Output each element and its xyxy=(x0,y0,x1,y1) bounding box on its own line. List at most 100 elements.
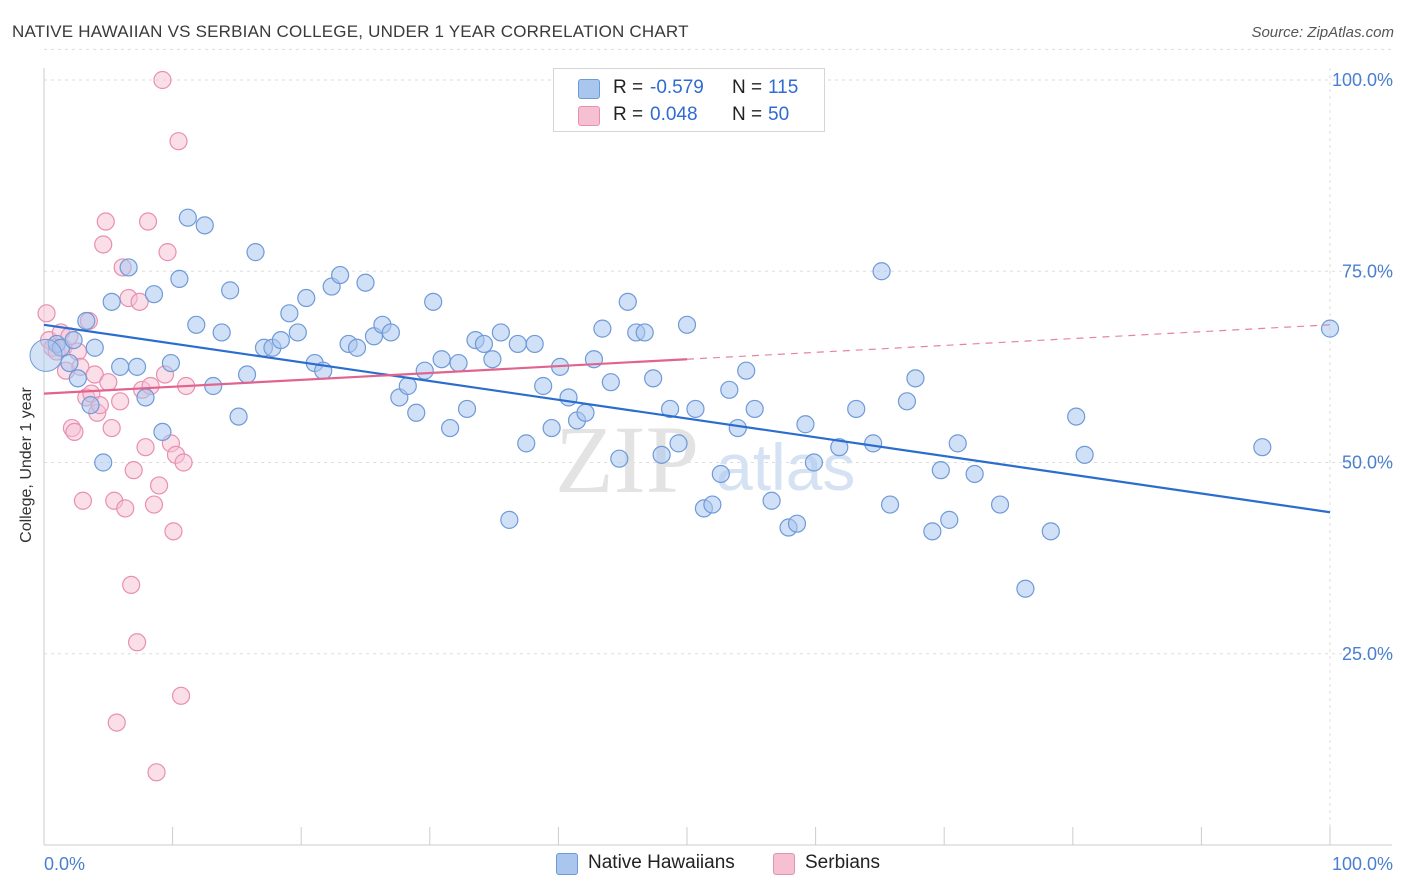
native-hawaiian-point xyxy=(144,285,164,304)
native-hawaiian-point xyxy=(711,464,730,484)
serbian-point xyxy=(107,713,126,732)
serbians-trend-line-extension xyxy=(686,324,1331,360)
native-hawaiian-point xyxy=(660,399,680,419)
native-hawaiian-point xyxy=(381,323,400,342)
serbian-point xyxy=(153,70,172,90)
native-hawaiian-point xyxy=(297,288,316,308)
serbian-point xyxy=(111,392,130,411)
serbian-point xyxy=(136,438,155,457)
native-hawaiian-point xyxy=(483,350,502,369)
native-hawaiian-point xyxy=(187,315,206,334)
native-hawaiian-point xyxy=(576,403,595,422)
legend-n-label: N = xyxy=(732,104,763,125)
native-hawaiian-point xyxy=(948,434,967,453)
native-hawaiian-point xyxy=(940,510,959,529)
native-hawaiian-point xyxy=(474,334,494,354)
native-hawaiian-point xyxy=(1041,522,1060,541)
native-hawaiian-point xyxy=(246,243,265,262)
bottom-legend-label: Native Hawaiians xyxy=(588,852,735,873)
legend-r-value: -0.579 xyxy=(650,77,704,98)
serbian-point xyxy=(65,422,84,441)
y-tick-label: 100.0% xyxy=(1332,70,1393,90)
native-hawaiian-point xyxy=(644,369,663,388)
native-hawaiian-point xyxy=(897,392,917,411)
native-hawaiian-point xyxy=(965,464,984,484)
native-hawaiian-point xyxy=(593,319,612,338)
serbian-point xyxy=(158,243,177,262)
native-hawaiian-point xyxy=(635,323,654,342)
native-hawaiian-point xyxy=(1253,438,1272,457)
native-hawaiian-point xyxy=(271,331,290,350)
native-hawaiian-point xyxy=(669,434,688,453)
native-hawaiian-point xyxy=(618,292,637,311)
legend-r-label: R = xyxy=(613,77,644,98)
native-hawaiian-point xyxy=(356,273,375,292)
native-hawaiian-point xyxy=(136,388,155,407)
native-hawaiian-point xyxy=(64,331,83,350)
native-hawaiian-point xyxy=(347,338,367,357)
native-hawaiians-trend-line xyxy=(43,323,1331,514)
y-tick-label: 50.0% xyxy=(1342,453,1393,473)
serbian-point xyxy=(138,212,158,231)
native-hawaiian-point xyxy=(441,418,460,438)
native-hawaiian-point xyxy=(153,422,172,441)
source-label: Source: ZipAtlas.com xyxy=(1251,24,1394,41)
native-hawaiian-point xyxy=(559,388,578,407)
native-hawaiian-point xyxy=(178,208,197,227)
serbians-trend-line xyxy=(43,358,688,395)
serbian-point xyxy=(116,499,135,518)
chart-title: NATIVE HAWAIIAN VS SERBIAN COLLEGE, UNDE… xyxy=(12,22,689,41)
serbians-points xyxy=(37,70,196,782)
native-hawaiian-point xyxy=(407,403,426,422)
native-hawaiian-point xyxy=(737,361,756,380)
native-hawaiian-point xyxy=(787,514,807,533)
axes xyxy=(43,68,1392,846)
serbian-point xyxy=(99,373,118,392)
native-hawaiian-point xyxy=(111,357,130,376)
native-hawaiian-point xyxy=(525,334,544,354)
serbian-point xyxy=(149,476,169,495)
serbian-point xyxy=(171,686,191,705)
serbian-point xyxy=(130,292,149,311)
y-tick-label: 25.0% xyxy=(1342,644,1393,664)
native-hawaiian-point xyxy=(1075,445,1094,464)
serbian-point xyxy=(122,575,141,595)
legend-r-label: R = xyxy=(613,104,644,125)
native-hawaiian-point xyxy=(119,258,138,277)
native-hawaiian-point xyxy=(517,434,536,453)
bottom-legend-swatch-blue xyxy=(556,853,578,875)
native-hawaiian-point xyxy=(29,338,63,372)
native-hawaiian-point xyxy=(931,461,950,480)
native-hawaiian-point xyxy=(1320,319,1340,338)
native-hawaiian-point xyxy=(237,365,257,384)
native-hawaiian-point xyxy=(221,281,240,300)
y-tick-label: 75.0% xyxy=(1342,261,1393,281)
native-hawaiian-point xyxy=(677,315,697,334)
legend-swatch-blue xyxy=(578,79,600,99)
legend-swatch-pink xyxy=(578,106,600,126)
native-hawaiian-point xyxy=(491,323,510,342)
native-hawaiian-point xyxy=(872,262,891,281)
native-hawaiian-point xyxy=(94,453,113,472)
native-hawaiian-point xyxy=(81,396,100,415)
native-hawaiian-point xyxy=(1067,407,1086,426)
native-hawaiian-point xyxy=(610,449,629,468)
serbian-point xyxy=(144,495,164,514)
native-hawaiian-point xyxy=(457,399,477,419)
trend-lines xyxy=(43,323,1331,514)
native-hawaiian-point xyxy=(762,491,781,510)
native-hawaiian-point xyxy=(720,380,739,399)
native-hawaiian-point xyxy=(449,353,468,373)
native-hawaiian-point xyxy=(703,495,722,514)
native-hawaiian-point xyxy=(229,407,248,426)
legend-n-value: 115 xyxy=(768,77,799,98)
native-hawaiian-point xyxy=(432,350,451,369)
native-hawaiian-point xyxy=(288,323,307,342)
stats-legend: R = -0.579 N = 115 R = 0.048 N = 50 xyxy=(553,68,825,132)
native-hawaiian-point xyxy=(923,522,942,541)
native-hawaiian-point xyxy=(68,369,87,388)
native-hawaiian-point xyxy=(212,323,231,342)
native-hawaiian-point xyxy=(77,311,96,331)
native-hawaiian-point xyxy=(331,265,350,285)
native-hawaiian-point xyxy=(534,376,553,396)
